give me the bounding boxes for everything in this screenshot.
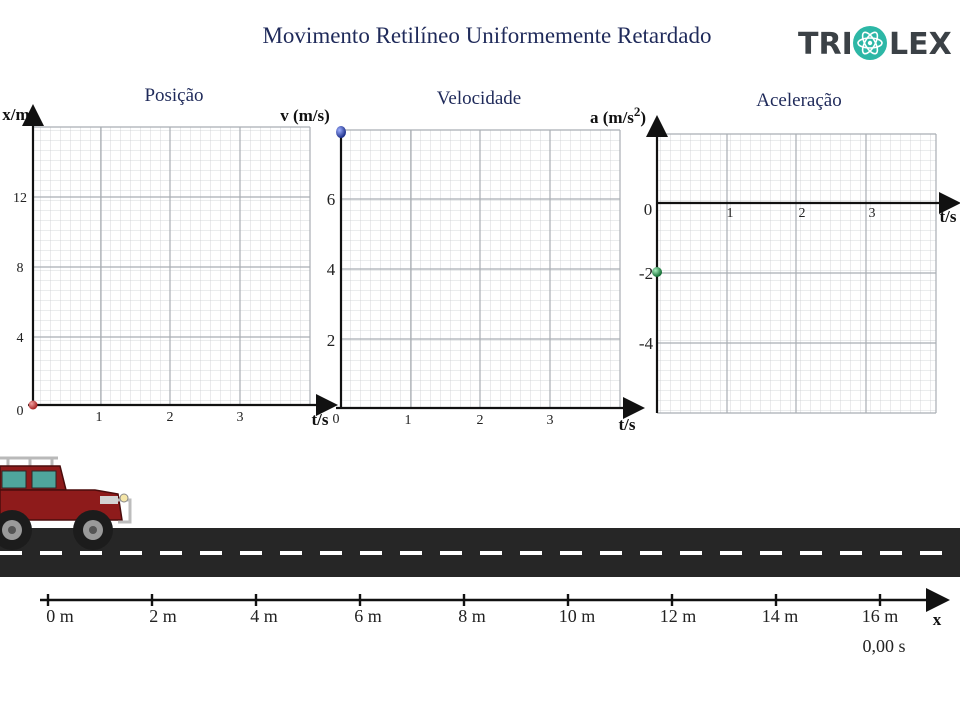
ruler-axis-label: x	[933, 610, 942, 629]
chart-title-velocidade: Velocidade	[437, 88, 521, 109]
grid-posicao	[33, 127, 310, 405]
position-ruler: 0 m 2 m 4 m 6 m 8 m 10 m 12 m 14 m 16 m …	[40, 588, 950, 629]
y-tick: 0	[333, 412, 340, 427]
x-tick: 2	[167, 410, 174, 425]
x-axis-label-aceleracao: t/s	[940, 207, 957, 226]
triplex-logo: TRI LEX	[798, 26, 952, 62]
y-axis-label-posicao: x/m	[2, 105, 29, 124]
x-tick: 2	[477, 413, 484, 428]
y-tick: 4	[17, 331, 24, 346]
ruler-label: 10 m	[559, 606, 596, 626]
chart-title-aceleracao: Aceleração	[756, 90, 841, 111]
chart-title-posicao: Posição	[144, 85, 203, 106]
x-tick: 3	[237, 410, 244, 425]
x-tick: 1	[727, 206, 734, 221]
chart-velocidade: Velocidade v (m/s) t/s 1 2 3 0 2 4 6	[280, 88, 645, 434]
y-tick: 6	[327, 190, 336, 209]
x-tick: 3	[547, 413, 554, 428]
y-tick: -4	[639, 334, 654, 353]
ruler-label: 6 m	[354, 606, 382, 626]
ruler-label: 16 m	[862, 606, 899, 626]
y-tick: 8	[17, 261, 24, 276]
y-tick: 0	[644, 200, 653, 219]
chart-posicao: Posição x/m t/s 1 2 3 0 4 8 12	[2, 85, 338, 429]
acceleration-marker	[652, 267, 662, 277]
ruler-label: 8 m	[458, 606, 486, 626]
road	[0, 528, 960, 577]
y-tick: 0	[17, 404, 24, 419]
x-tick: 1	[405, 413, 412, 428]
y-tick: 12	[13, 191, 27, 206]
x-tick: 1	[96, 410, 103, 425]
y-axis-label-aceleracao: a (m/s2)	[590, 104, 646, 127]
x-tick: 2	[799, 206, 806, 221]
x-axis-label-posicao: t/s	[312, 410, 329, 429]
velocity-marker	[336, 126, 346, 138]
time-readout: 0,00 s	[862, 636, 905, 656]
y-tick: 4	[327, 260, 336, 279]
page-title: Movimento Retilíneo Uniformemente Retard…	[262, 23, 711, 48]
y-tick: 2	[327, 331, 336, 350]
logo-right-text: LEX	[889, 27, 952, 62]
ruler-label: 2 m	[149, 606, 177, 626]
ruler-label: 0 m	[46, 606, 74, 626]
logo-left-text: TRI	[798, 27, 853, 62]
ruler-label: 12 m	[660, 606, 697, 626]
position-marker	[28, 400, 38, 410]
chart-aceleracao: Aceleração a (m/s2) t/s 1 2 3 0 -2 -4	[590, 90, 960, 414]
car	[0, 456, 132, 550]
ruler-label: 14 m	[762, 606, 799, 626]
y-axis-label-velocidade: v (m/s)	[280, 106, 330, 125]
x-tick: 3	[869, 206, 876, 221]
ruler-label: 4 m	[250, 606, 278, 626]
y-tick: -2	[639, 264, 653, 283]
x-axis-label-velocidade: t/s	[619, 415, 636, 434]
